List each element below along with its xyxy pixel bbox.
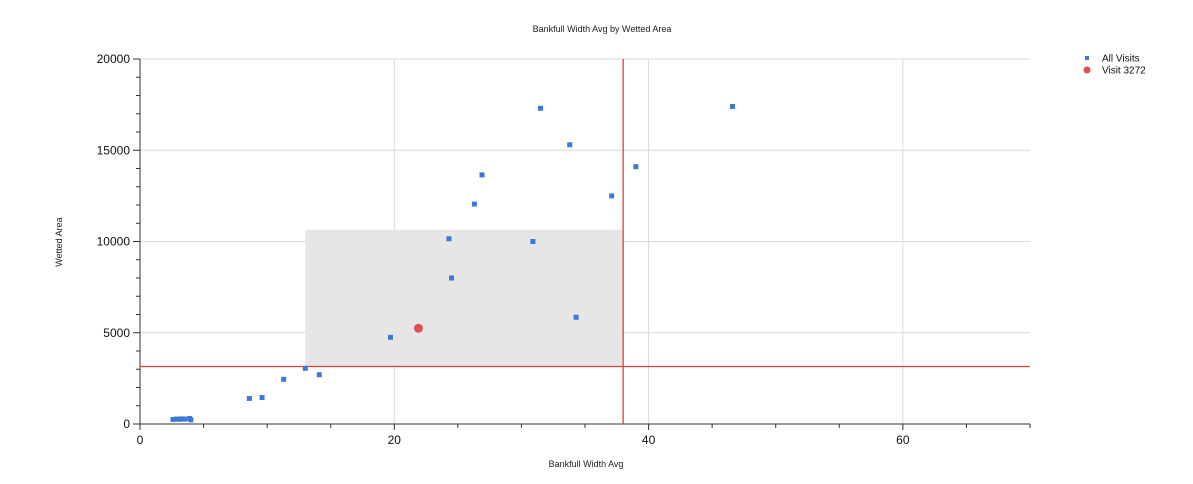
data-point-all-visits xyxy=(729,103,735,109)
data-point-all-visits xyxy=(246,395,252,401)
legend-label: Visit 3272 xyxy=(1102,66,1146,77)
data-point-all-visits xyxy=(449,275,454,281)
data-point-all-visits xyxy=(316,372,322,378)
y-tick-label: 15000 xyxy=(97,143,131,157)
legend-marker xyxy=(1085,56,1089,60)
data-point-all-visits xyxy=(471,201,477,207)
x-tick-label: 60 xyxy=(896,433,910,447)
data-point-all-visits xyxy=(182,416,187,422)
data-point-all-visits xyxy=(573,314,579,320)
data-point-all-visits xyxy=(446,236,452,242)
data-point-all-visits xyxy=(170,416,176,422)
x-tick-label: 40 xyxy=(642,433,656,447)
legend-marker xyxy=(1083,66,1091,74)
data-point-visit-3272 xyxy=(413,323,423,333)
y-tick-label: 5000 xyxy=(103,326,130,340)
data-point-all-visits xyxy=(609,193,615,199)
y-tick-label: 10000 xyxy=(97,235,131,249)
data-point-all-visits xyxy=(281,376,287,382)
data-point-all-visits xyxy=(188,417,194,423)
y-axis-title: Wetted Area xyxy=(54,217,64,266)
y-tick-label: 0 xyxy=(123,417,130,431)
data-point-all-visits xyxy=(479,172,485,178)
data-point-all-visits xyxy=(530,239,536,244)
chart-title: Bankfull Width Avg by Wetted Area xyxy=(533,24,672,34)
data-point-all-visits xyxy=(387,334,393,340)
data-point-all-visits xyxy=(259,395,265,401)
data-point-all-visits xyxy=(176,416,182,422)
y-tick-label: 20000 xyxy=(97,52,131,66)
data-point-all-visits xyxy=(567,142,573,148)
data-point-all-visits xyxy=(179,416,185,422)
data-point-all-visits xyxy=(302,365,308,371)
data-point-all-visits xyxy=(174,416,180,422)
data-point-all-visits xyxy=(633,164,639,170)
data-point-all-visits xyxy=(538,105,543,111)
shaded-range-region xyxy=(305,229,624,367)
x-tick-label: 0 xyxy=(137,433,144,447)
legend-label: All Visits xyxy=(1102,54,1140,65)
x-tick-label: 20 xyxy=(388,433,402,447)
x-axis-title: Bankfull Width Avg xyxy=(549,459,624,469)
